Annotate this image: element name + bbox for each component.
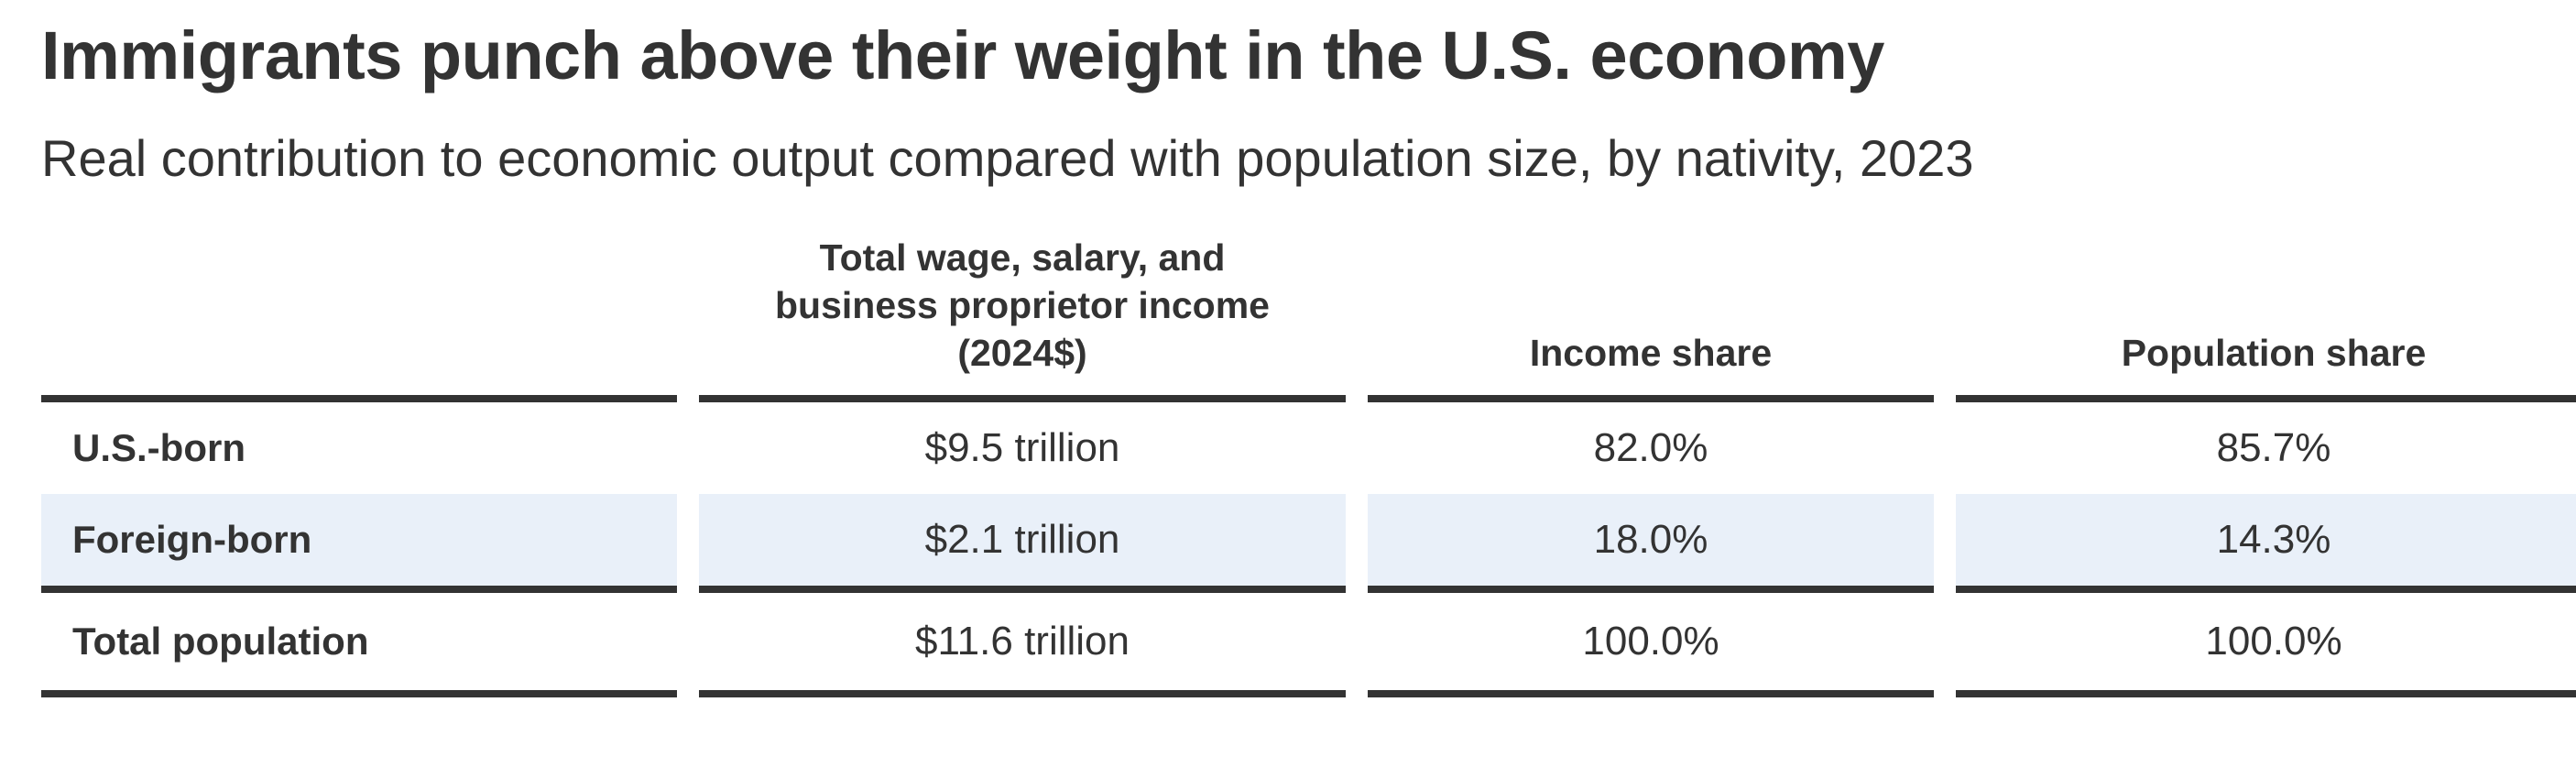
chart-subtitle: Real contribution to economic output com… (41, 129, 1974, 187)
row-label: Foreign-born (41, 494, 677, 593)
chart-title: Immigrants punch above their weight in t… (41, 17, 1884, 93)
cell-income: $11.6 trillion (699, 593, 1346, 697)
header-row: Total wage, salary, and business proprie… (41, 234, 2576, 402)
data-table: Total wage, salary, and business proprie… (19, 234, 2576, 697)
header-income-line-3: (2024$) (957, 332, 1087, 374)
cell-income-share: 82.0% (1593, 425, 1708, 470)
header-income-share: Income share (1368, 234, 1934, 402)
table-row-foreign-born: Foreign-born $2.1 trillion 18.0% 14.3% (41, 494, 2576, 593)
table-row-total-population: Total population $11.6 trillion 100.0% 1… (41, 593, 2576, 697)
row-label: U.S.-born (72, 426, 246, 469)
cell-population-share: 100.0% (1956, 593, 2576, 697)
header-income-line-1: Total wage, salary, and (819, 236, 1226, 279)
row-label: Total population (41, 593, 677, 697)
cell-population-share: 85.7% (2216, 425, 2331, 470)
cell-income-share: 100.0% (1368, 593, 1934, 697)
header-income-line-2: business proprietor income (775, 284, 1270, 326)
header-blank (41, 234, 677, 402)
cell-income: $9.5 trillion (924, 425, 1120, 470)
table-row-us-born: U.S.-born $9.5 trillion 82.0% 85.7% (41, 402, 2576, 494)
cell-income-share: 18.0% (1368, 494, 1934, 593)
header-population-share: Population share (1956, 234, 2576, 402)
header-income: Total wage, salary, and business proprie… (699, 234, 1346, 402)
cell-population-share: 14.3% (1956, 494, 2576, 593)
cell-income: $2.1 trillion (699, 494, 1346, 593)
